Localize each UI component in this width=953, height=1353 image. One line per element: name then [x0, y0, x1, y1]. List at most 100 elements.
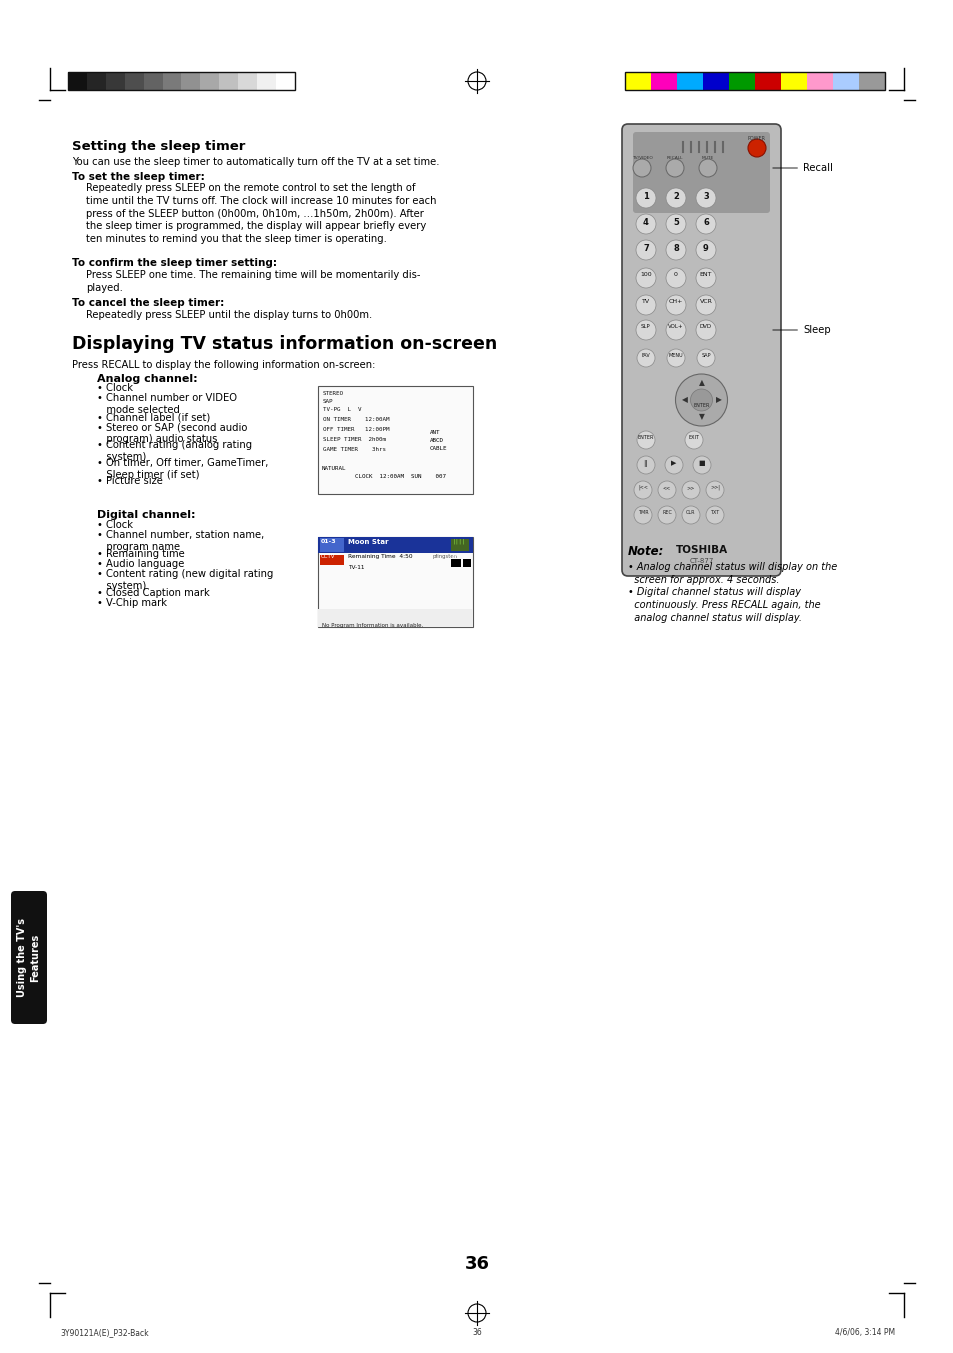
Text: NATURAL: NATURAL [322, 465, 346, 471]
Bar [806, 72, 832, 91]
Bar [200, 72, 219, 91]
Text: ▶: ▶ [671, 460, 676, 465]
Text: ON TIMER    12:00AM: ON TIMER 12:00AM [323, 417, 389, 422]
Bar [317, 609, 473, 626]
Text: |<<: |<< [638, 484, 647, 491]
Bar [181, 72, 200, 91]
Text: VOL+: VOL+ [667, 323, 683, 329]
Text: CLR: CLR [685, 510, 695, 515]
Text: 2: 2 [673, 192, 679, 202]
Text: • Analog channel status will display on the
  screen for approx. 4 seconds.: • Analog channel status will display on … [627, 561, 837, 584]
FancyBboxPatch shape [11, 892, 47, 1024]
Text: CLOCK  12:00AM  SUN    007: CLOCK 12:00AM SUN 007 [355, 474, 446, 479]
Circle shape [637, 349, 655, 367]
Text: 4: 4 [642, 218, 648, 227]
Text: You can use the sleep timer to automatically turn off the TV at a set time.: You can use the sleep timer to automatic… [71, 157, 439, 166]
Text: <<: << [662, 484, 670, 490]
Circle shape [658, 506, 676, 524]
Text: GAME TIMER    3hrs: GAME TIMER 3hrs [323, 446, 386, 452]
Text: E: E [463, 555, 467, 560]
Text: 5: 5 [673, 218, 679, 227]
Text: TMR: TMR [637, 510, 648, 515]
Circle shape [665, 268, 685, 288]
Text: Moon Star: Moon Star [348, 538, 388, 545]
Circle shape [665, 160, 683, 177]
Circle shape [681, 506, 700, 524]
Bar [650, 72, 677, 91]
Circle shape [665, 239, 685, 260]
Circle shape [684, 432, 702, 449]
Text: ▲: ▲ [698, 379, 703, 387]
Bar [257, 72, 275, 91]
Text: • Audio language: • Audio language [97, 559, 184, 570]
Circle shape [681, 482, 700, 499]
Circle shape [692, 456, 710, 474]
Text: 9: 9 [702, 244, 708, 253]
Text: REC: REC [661, 510, 671, 515]
Text: SLEEP TIMER  2h00m: SLEEP TIMER 2h00m [323, 437, 386, 442]
Circle shape [636, 239, 656, 260]
Bar [144, 72, 162, 91]
Text: • Clock: • Clock [97, 520, 132, 530]
Text: CT-877: CT-877 [689, 557, 713, 564]
Bar [451, 538, 469, 551]
Bar [68, 72, 87, 91]
Text: RECALL: RECALL [666, 156, 682, 160]
Circle shape [636, 295, 656, 315]
Bar [754, 72, 781, 91]
Text: 4/6/06, 3:14 PM: 4/6/06, 3:14 PM [834, 1329, 894, 1337]
Text: CCTV: CCTV [320, 553, 335, 559]
Text: 3Y90121A(E)_P32-Back: 3Y90121A(E)_P32-Back [60, 1329, 149, 1337]
Circle shape [634, 506, 651, 524]
Text: CH+: CH+ [668, 299, 682, 304]
Bar [624, 72, 650, 91]
Circle shape [696, 239, 716, 260]
Text: 100: 100 [639, 272, 651, 277]
Bar [462, 559, 471, 567]
Text: Displaying TV status information on-screen: Displaying TV status information on-scre… [71, 336, 497, 353]
Circle shape [696, 321, 716, 340]
Bar [219, 72, 238, 91]
Text: • Channel number or VIDEO
   mode selected: • Channel number or VIDEO mode selected [97, 392, 236, 415]
Text: • Picture size: • Picture size [97, 476, 163, 486]
Text: 01-3: 01-3 [320, 538, 336, 544]
Bar [68, 72, 294, 91]
Text: SLP: SLP [640, 323, 650, 329]
Bar [832, 72, 858, 91]
Circle shape [665, 214, 685, 234]
Circle shape [666, 349, 684, 367]
Circle shape [697, 349, 714, 367]
Bar [319, 538, 344, 552]
Text: MUTE: MUTE [701, 156, 714, 160]
Circle shape [705, 506, 723, 524]
Text: CABLE: CABLE [430, 446, 447, 451]
Text: • Closed Caption mark: • Closed Caption mark [97, 589, 210, 598]
Text: • Content rating (analog rating
   system): • Content rating (analog rating system) [97, 440, 252, 463]
Bar [275, 72, 294, 91]
Bar [317, 537, 473, 553]
Circle shape [636, 321, 656, 340]
Circle shape [633, 160, 650, 177]
Text: ENTER: ENTER [693, 403, 709, 409]
Text: Note:: Note: [627, 545, 663, 557]
Circle shape [665, 295, 685, 315]
Text: Repeatedly press SLEEP on the remote control to set the length of
time until the: Repeatedly press SLEEP on the remote con… [86, 183, 436, 244]
Text: EXIT: EXIT [688, 436, 699, 440]
Text: TV: TV [641, 299, 649, 304]
Text: Remaining Time  4:50: Remaining Time 4:50 [348, 553, 413, 559]
Text: To confirm the sleep timer setting:: To confirm the sleep timer setting: [71, 258, 276, 268]
Text: Digital channel:: Digital channel: [97, 510, 195, 520]
Circle shape [696, 295, 716, 315]
Text: Recall: Recall [772, 162, 832, 173]
Text: OFF TIMER   12:00PM: OFF TIMER 12:00PM [323, 428, 389, 432]
Text: SAP: SAP [323, 399, 334, 405]
Text: >>|: >>| [709, 484, 720, 491]
Text: • Channel number, station name,
   program name: • Channel number, station name, program … [97, 530, 264, 552]
Text: ■: ■ [698, 460, 704, 465]
Bar [858, 72, 884, 91]
Bar [125, 72, 144, 91]
FancyBboxPatch shape [633, 133, 769, 212]
Text: Sleep: Sleep [772, 325, 830, 336]
Text: TXT: TXT [710, 510, 719, 515]
Text: FAV: FAV [641, 353, 650, 359]
